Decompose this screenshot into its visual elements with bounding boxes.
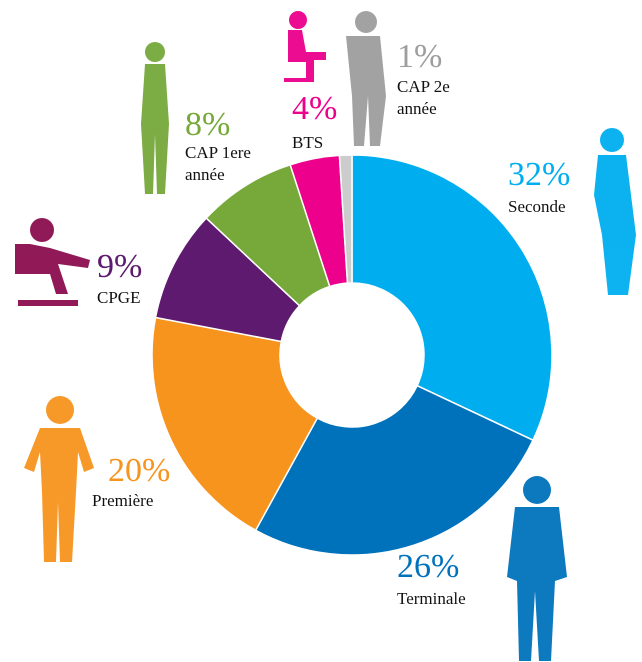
silhouette bbox=[507, 476, 567, 661]
value-label: 20% bbox=[108, 452, 171, 489]
category-label: Première bbox=[92, 491, 154, 510]
decoration bbox=[15, 11, 636, 661]
wedge bbox=[151, 316, 319, 532]
category-label: CAP 1ere année bbox=[185, 143, 251, 185]
category-label: Terminale bbox=[397, 589, 466, 608]
category-label: BTS bbox=[292, 133, 324, 152]
silhouette bbox=[284, 11, 326, 82]
category-label: CAP 2e année bbox=[397, 77, 450, 119]
category-label: CPGE bbox=[97, 288, 141, 307]
silhouette bbox=[346, 11, 386, 146]
value-label: 9% bbox=[97, 248, 143, 285]
wedge bbox=[254, 384, 534, 556]
value-label: 32% bbox=[508, 156, 571, 193]
value-label: 26% bbox=[397, 548, 460, 585]
value-label: 4% bbox=[292, 90, 338, 127]
category-label: Seconde bbox=[508, 197, 566, 216]
silhouette bbox=[24, 396, 94, 562]
silhouette bbox=[15, 218, 90, 306]
silhouette bbox=[141, 42, 169, 194]
wedge bbox=[338, 154, 353, 284]
wedge bbox=[351, 154, 553, 442]
silhouette bbox=[594, 128, 636, 295]
value-label: 8% bbox=[185, 106, 231, 143]
value-label: 1% bbox=[397, 38, 443, 75]
